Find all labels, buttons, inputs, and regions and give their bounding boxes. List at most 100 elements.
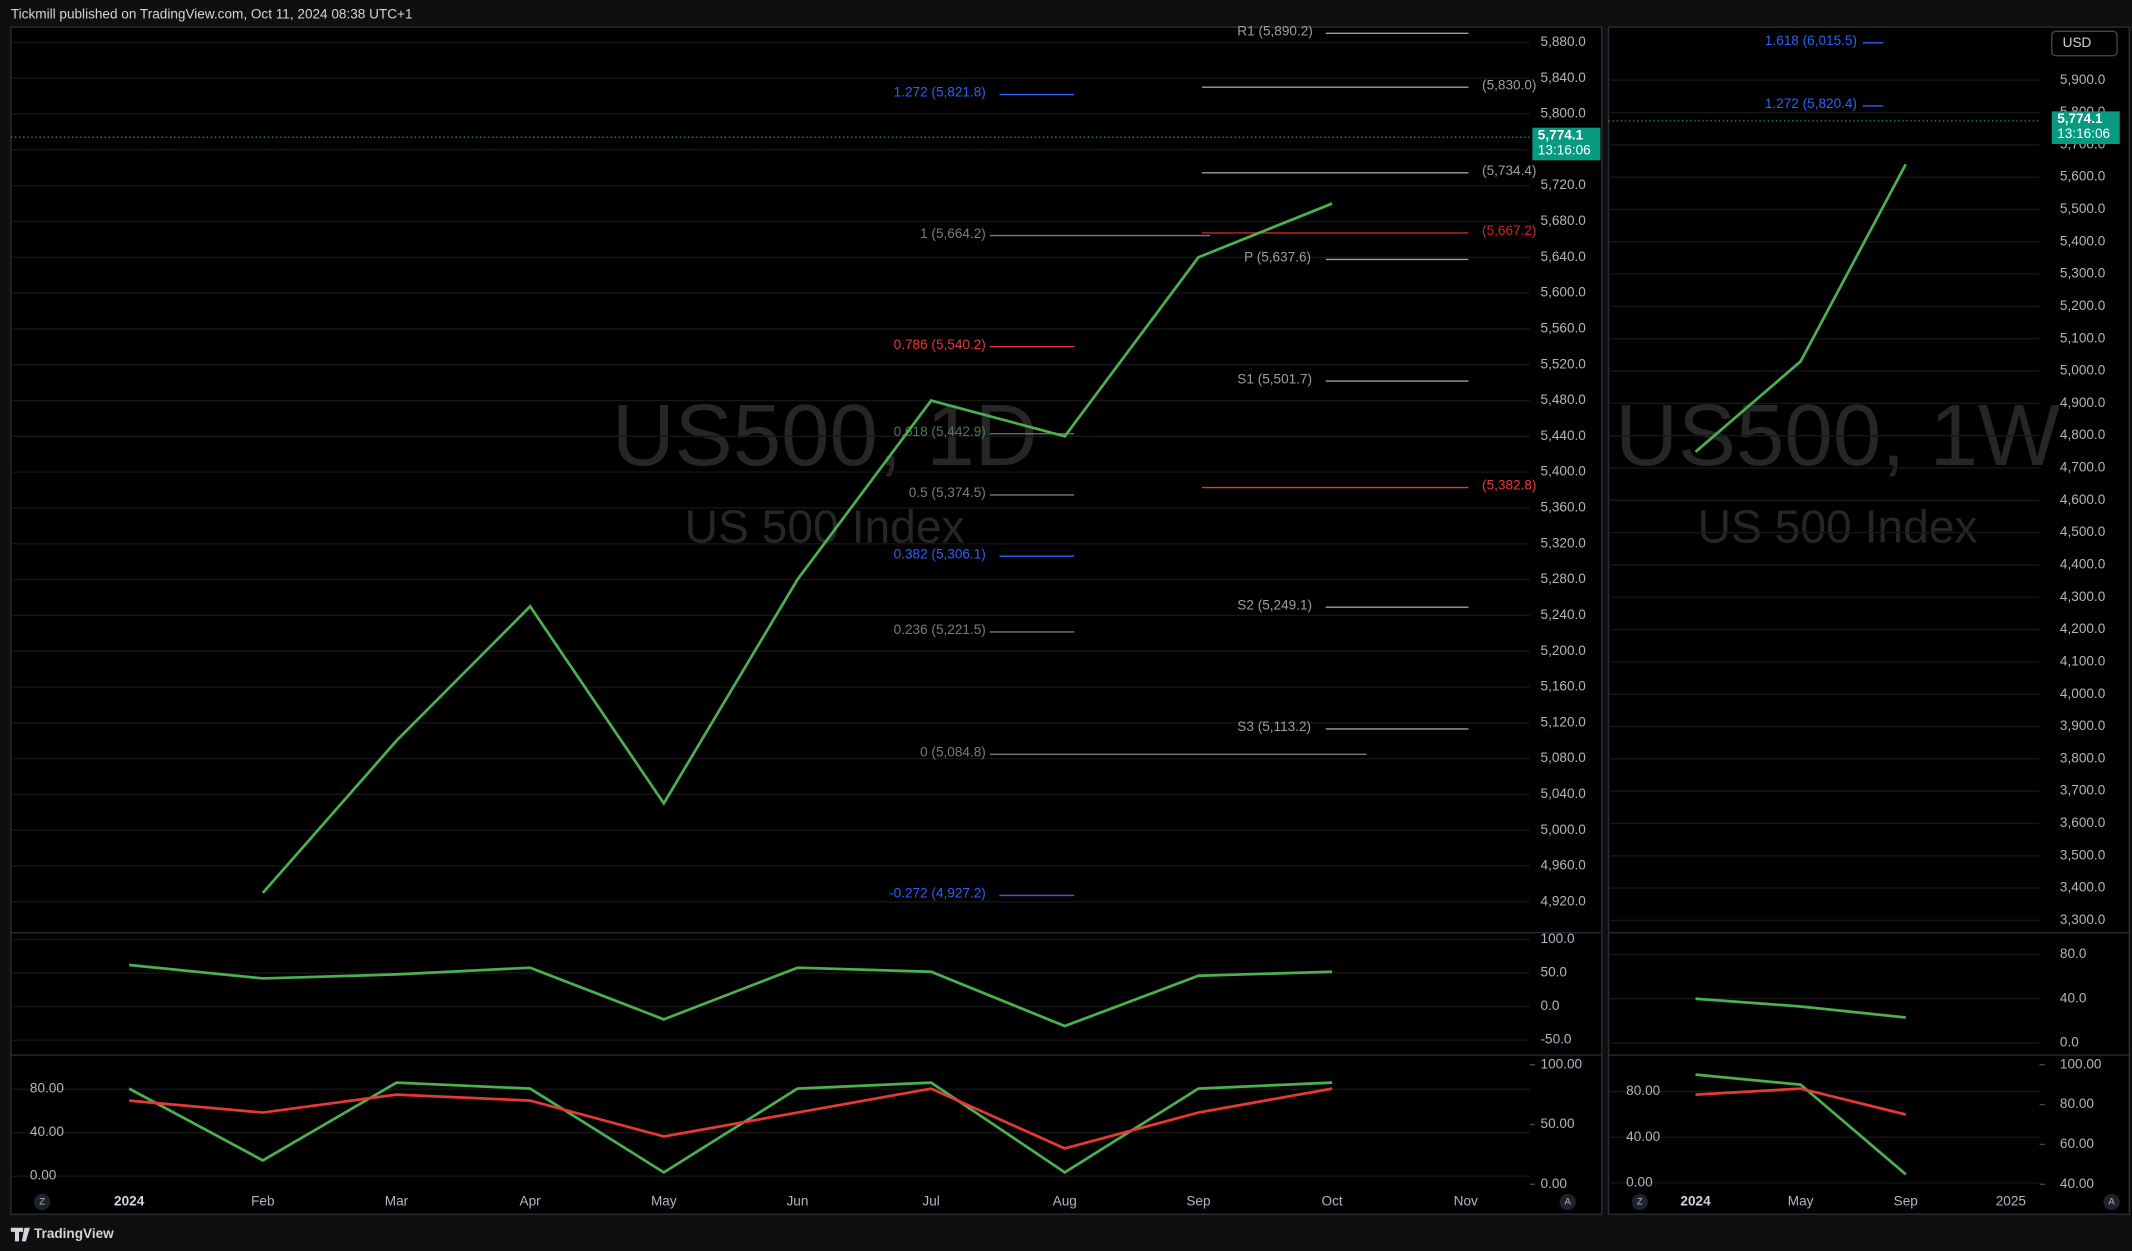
y-tick-label: 4,800.0: [2060, 427, 2106, 442]
price-tag-time: 13:16:06: [1538, 142, 1591, 157]
y2-tick-label: 60.00: [2060, 1136, 2094, 1151]
zoom-button[interactable]: [33, 1193, 51, 1211]
x-tick-label: Nov: [1454, 1194, 1478, 1209]
y2-tick-label: 50.00: [1541, 1116, 1575, 1131]
watermark-subtitle: US 500 Index: [1698, 500, 1978, 552]
y-tick-label: 3,500.0: [2060, 847, 2106, 862]
header-text: Tickmill published on TradingView.com, O…: [11, 7, 413, 22]
x-tick-label: 2024: [114, 1194, 145, 1209]
level-label: 0.236 (5,221.5): [894, 622, 986, 637]
zoom-label[interactable]: Z: [1637, 1196, 1643, 1207]
y-tick-label: 4,100.0: [2060, 653, 2106, 668]
y-tick-label: 5,160.0: [1541, 679, 1587, 694]
y-tick-label: 5,400.0: [2060, 233, 2106, 248]
y-tick-label: 5,240.0: [1541, 607, 1587, 622]
level-label: R1 (5,890.2): [1237, 24, 1312, 39]
y-tick-label: 5,320.0: [1541, 535, 1587, 550]
level-label: 0.786 (5,540.2): [894, 337, 986, 352]
series-line: [129, 1087, 1333, 1150]
price-tag-time: 13:16:06: [2057, 126, 2110, 141]
level-label: (5,382.8): [1482, 478, 1536, 493]
y-tick-label: 4,960.0: [1541, 858, 1587, 873]
y-tick-label: 5,800.0: [1541, 106, 1587, 121]
y-tick-label: 4,700.0: [2060, 460, 2106, 475]
y-tick-label: 40.00: [1626, 1129, 1660, 1144]
price-tag: [2051, 111, 2120, 144]
y-tick-label: 4,400.0: [2060, 557, 2106, 572]
currency-label[interactable]: USD: [2063, 35, 2092, 50]
y2-tick-label: 100.00: [2060, 1056, 2102, 1071]
y-tick-label: 5,440.0: [1541, 428, 1587, 443]
daily-pane: [10, 26, 1603, 1215]
y-tick-label: 80.0: [2060, 946, 2087, 961]
watermark-title: US500, 1D: [612, 387, 1038, 484]
y-tick-label: 100.0: [1541, 931, 1575, 946]
level-label: S3 (5,113.2): [1237, 719, 1311, 734]
footer-brand: TradingView: [34, 1226, 114, 1241]
level-label: 1.272 (5,821.8): [894, 85, 986, 100]
x-tick-label: Jul: [922, 1194, 939, 1209]
series-line: [129, 963, 1333, 1028]
zoom-label[interactable]: Z: [39, 1196, 45, 1207]
y-tick-label: 40.0: [2060, 990, 2087, 1005]
y-tick-label: 0.00: [1626, 1174, 1653, 1189]
zoom-button[interactable]: [1631, 1193, 1648, 1211]
level-label: (5,830.0): [1482, 77, 1536, 92]
x-tick-label: Mar: [385, 1194, 409, 1209]
y-tick-label: 3,300.0: [2060, 912, 2106, 927]
level-label: 1.272 (5,820.4): [1765, 96, 1857, 111]
weekly-pane: [1607, 26, 2130, 1215]
level-label: (5,667.2): [1482, 223, 1536, 238]
x-tick-label: Sep: [1894, 1194, 1918, 1209]
y-tick-label: 5,120.0: [1541, 714, 1587, 729]
y-tick-label: 4,920.0: [1541, 893, 1587, 908]
currency-button[interactable]: [2051, 30, 2118, 57]
x-tick-label: Jun: [787, 1194, 809, 1209]
y-tick-label: 5,280.0: [1541, 571, 1587, 586]
y-tick-label: 5,360.0: [1541, 500, 1587, 515]
y-tick-label: 5,840.0: [1541, 70, 1587, 85]
y-tick-label: 0.0: [2060, 1035, 2079, 1050]
y-tick-label: 3,700.0: [2060, 783, 2106, 798]
y-tick-label: -50.0: [1541, 1032, 1572, 1047]
auto-label[interactable]: A: [1565, 1196, 1572, 1207]
auto-button[interactable]: [2103, 1193, 2120, 1211]
y-tick-label: 5,000.0: [2060, 363, 2106, 378]
y-tick-label: 4,300.0: [2060, 589, 2106, 604]
level-label: S2 (5,249.1): [1237, 597, 1312, 612]
y-tick-label: 5,900.0: [2060, 72, 2106, 87]
series-line: [1694, 163, 1907, 453]
series-line: [1695, 1073, 1907, 1176]
level-label: 0.618 (5,442.9): [894, 424, 986, 439]
y-tick-label: 40.00: [30, 1124, 64, 1139]
auto-button[interactable]: [1559, 1193, 1576, 1211]
y-tick-label: 4,200.0: [2060, 621, 2106, 636]
y-tick-label: 0.0: [1541, 998, 1560, 1013]
y-tick-label: 4,600.0: [2060, 492, 2106, 507]
y-tick-label: 80.00: [30, 1081, 64, 1096]
level-label: 0.5 (5,374.5): [909, 485, 986, 500]
auto-label[interactable]: A: [2108, 1196, 2115, 1207]
y2-tick-label: 40.00: [2060, 1176, 2094, 1191]
level-label: -0.272 (4,927.2): [889, 886, 986, 901]
y-tick-label: 3,900.0: [2060, 718, 2106, 733]
price-tag-label: 5,774.1: [1538, 127, 1584, 142]
x-tick-label: Sep: [1186, 1194, 1210, 1209]
y-tick-label: 5,600.0: [2060, 169, 2106, 184]
x-tick-label: Oct: [1322, 1194, 1343, 1209]
y-tick-label: 3,800.0: [2060, 750, 2106, 765]
y2-tick-label: 100.00: [1541, 1056, 1583, 1071]
x-tick-label: Apr: [520, 1194, 542, 1209]
y-tick-label: 5,880.0: [1541, 34, 1587, 49]
y-tick-label: 80.00: [1626, 1083, 1660, 1098]
y-tick-label: 5,680.0: [1541, 213, 1587, 228]
y-tick-label: 5,000.0: [1541, 822, 1587, 837]
y-tick-label: 0.00: [30, 1168, 57, 1183]
level-label: (5,734.4): [1482, 163, 1536, 178]
y-tick-label: 5,200.0: [1541, 643, 1587, 658]
level-label: P (5,637.6): [1244, 250, 1311, 265]
y-tick-label: 3,600.0: [2060, 815, 2106, 830]
x-tick-label: 2024: [1680, 1194, 1711, 1209]
